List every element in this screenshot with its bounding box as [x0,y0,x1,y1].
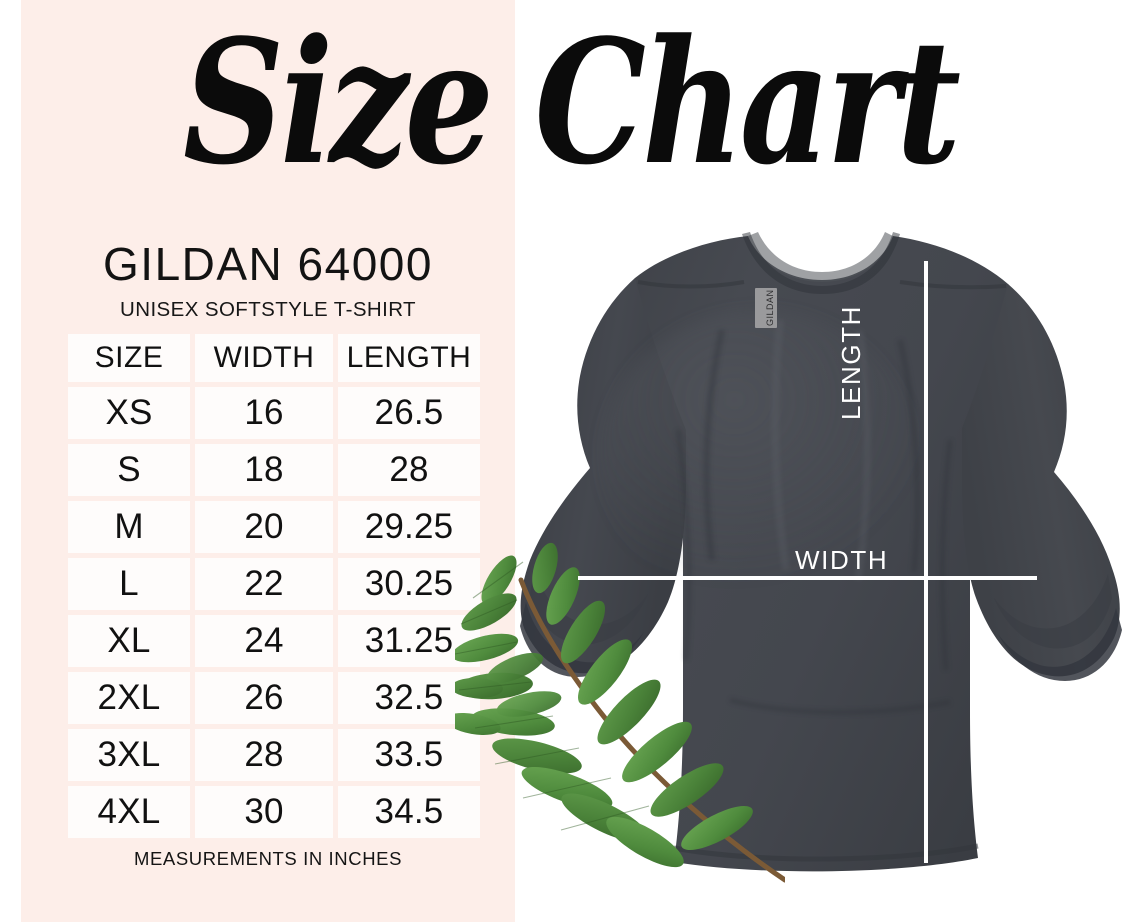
left-shoulder-seam [637,280,745,289]
cell-size: 3XL [68,729,190,781]
cell-width: 26 [195,672,333,724]
width-label: WIDTH [795,545,889,575]
cell-length: 28 [338,444,480,496]
length-measurement-line [924,261,928,863]
table-row: M 20 29.25 [68,501,480,553]
fabric-folds [675,329,953,715]
table-row: 3XL 28 33.5 [68,729,480,781]
length-label: LENGTH [836,304,866,420]
cell-width: 30 [195,786,333,838]
fern-illustration [455,542,785,883]
cell-size: 4XL [68,786,190,838]
cell-length: 26.5 [338,387,480,439]
cell-width: 16 [195,387,333,439]
cell-width: 28 [195,729,333,781]
chest-highlight [600,310,920,610]
width-measurement-line [578,576,1037,580]
cell-size: M [68,501,190,553]
collar-ribbing [748,232,893,282]
neck-tag-label: GILDAN [765,289,775,326]
cell-length: 34.5 [338,786,480,838]
leaf-veins [455,561,650,831]
cell-size: XL [68,615,190,667]
cell-width: 18 [195,444,333,496]
shirt-hem [673,843,979,862]
cell-width: 20 [195,501,333,553]
cell-size: L [68,558,190,610]
page-title: Size Chart [183,3,961,204]
column-header-width: WIDTH [195,334,333,382]
brand-subtitle: UNISEX SOFTSTYLE T-SHIRT [120,298,416,321]
brand-name: GILDAN 64000 [103,238,433,290]
table-row: 2XL 26 32.5 [68,672,480,724]
cell-length: 30.25 [338,558,480,610]
table-row: L 22 30.25 [68,558,480,610]
right-shoulder-seam [899,280,1007,290]
table-row: XL 24 31.25 [68,615,480,667]
column-header-size: SIZE [68,334,190,382]
tshirt-illustration [520,232,1122,872]
cell-length: 33.5 [338,729,480,781]
table-row: 4XL 30 34.5 [68,786,480,838]
cell-size: 2XL [68,672,190,724]
table-header-row: SIZE WIDTH LENGTH [68,334,480,382]
fern-decoration [455,540,785,890]
cell-size: XS [68,387,190,439]
table-row: XS 16 26.5 [68,387,480,439]
left-cuff-seam [530,570,648,645]
tshirt-image [430,230,1130,890]
column-header-length: LENGTH [338,334,480,382]
size-table: SIZE WIDTH LENGTH XS 16 26.5 S 18 28 M 2… [63,329,485,843]
measurement-units-note: MEASUREMENTS IN INCHES [133,848,403,869]
table-row: S 18 28 [68,444,480,496]
collar-shadow [742,232,900,294]
fern-leaflets [455,542,753,868]
neck-tag: GILDAN [755,288,777,328]
cell-length: 29.25 [338,501,480,553]
cell-size: S [68,444,190,496]
cell-length: 31.25 [338,615,480,667]
cell-width: 22 [195,558,333,610]
right-cuff-roll [998,608,1122,681]
fabric-highlights [771,319,871,581]
right-cuff-seam [994,574,1112,649]
cell-width: 24 [195,615,333,667]
